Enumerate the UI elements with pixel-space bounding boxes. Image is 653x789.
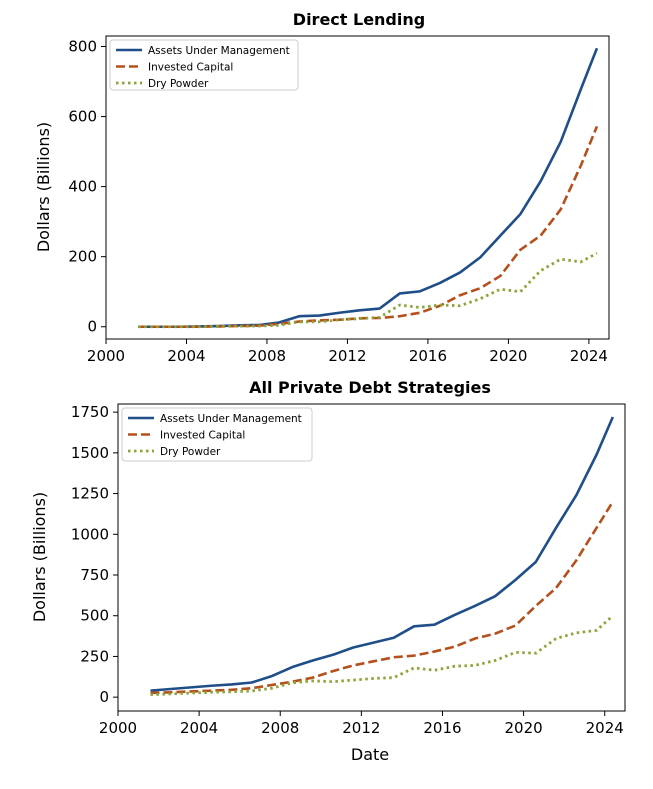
y-axis-label: Dollars (Billions) bbox=[34, 122, 53, 252]
series-lines bbox=[150, 416, 615, 697]
y-axis-label: Dollars (Billions) bbox=[30, 492, 49, 622]
y-tick-label: 1000 bbox=[71, 525, 109, 543]
x-tick-label: 2000 bbox=[99, 719, 137, 737]
legend-label: Invested Capital bbox=[160, 430, 245, 442]
x-tick-label: 2024 bbox=[570, 347, 608, 365]
y-tick-label: 0 bbox=[87, 318, 97, 336]
y-tick-label: 0 bbox=[99, 688, 109, 706]
x-tick-label: 2004 bbox=[180, 719, 218, 737]
chart-title: Direct Lending bbox=[293, 10, 425, 29]
y-tick-label: 200 bbox=[68, 248, 97, 266]
x-tick-label: 2024 bbox=[586, 719, 624, 737]
x-axis-label: Date bbox=[351, 745, 389, 764]
legend-box bbox=[109, 39, 299, 91]
x-tick-label: 2020 bbox=[489, 347, 527, 365]
y-tick-label: 500 bbox=[80, 607, 109, 625]
x-tick-label: 2016 bbox=[423, 719, 461, 737]
x-tick-label: 2008 bbox=[261, 719, 299, 737]
x-tick-label: 2004 bbox=[167, 347, 205, 365]
x-tick-label: 2000 bbox=[87, 347, 125, 365]
legend-label: Dry Powder bbox=[148, 78, 209, 90]
legend-box bbox=[121, 407, 313, 462]
chart-title: All Private Debt Strategies bbox=[249, 378, 491, 397]
series-lines bbox=[138, 47, 599, 329]
series-line-dry-powder bbox=[150, 614, 614, 697]
y-tick-label: 600 bbox=[68, 108, 97, 126]
y-tick-label: 1500 bbox=[71, 444, 109, 462]
legend-label: Dry Powder bbox=[160, 446, 221, 458]
x-tick-label: 2008 bbox=[248, 347, 286, 365]
legend: Assets Under Management Invested Capital D… bbox=[109, 39, 299, 91]
legend-label: Assets Under Management bbox=[148, 45, 290, 57]
series-line-assets-under-management bbox=[150, 416, 615, 692]
y-tick-label: 1250 bbox=[71, 485, 109, 503]
series-line-invested-capital bbox=[138, 125, 599, 329]
x-tick-label: 2016 bbox=[409, 347, 447, 365]
y-tick-label: 400 bbox=[68, 178, 97, 196]
x-tick-label: 2012 bbox=[342, 719, 380, 737]
legend-label: Invested Capital bbox=[148, 62, 233, 74]
axis-ticks: 2000 2004 2008 2012 2016 2020 2024 0 200 400 600 80… bbox=[68, 38, 608, 365]
legend: Assets Under Management Invested Capital D… bbox=[121, 407, 313, 462]
all-private-debt-chart: All Private Debt Strategies Dollars (Bil… bbox=[30, 378, 626, 764]
direct-lending-chart: Direct Lending Dollars (Billions) 2000 20… bbox=[34, 10, 610, 365]
series-line-invested-capital bbox=[150, 501, 614, 695]
y-tick-label: 250 bbox=[80, 647, 109, 665]
plot-area-frame bbox=[105, 35, 610, 340]
plot-area-frame bbox=[117, 403, 626, 712]
axis-ticks: 2000 2004 2008 2012 2016 2020 2024 0 250 500 750 10… bbox=[71, 403, 624, 737]
x-tick-label: 2012 bbox=[328, 347, 366, 365]
y-tick-label: 750 bbox=[80, 566, 109, 584]
x-tick-label: 2020 bbox=[505, 719, 543, 737]
y-tick-label: 800 bbox=[68, 38, 97, 56]
y-tick-label: 1750 bbox=[71, 403, 109, 421]
series-line-assets-under-management bbox=[138, 47, 599, 329]
legend-label: Assets Under Management bbox=[160, 413, 302, 425]
